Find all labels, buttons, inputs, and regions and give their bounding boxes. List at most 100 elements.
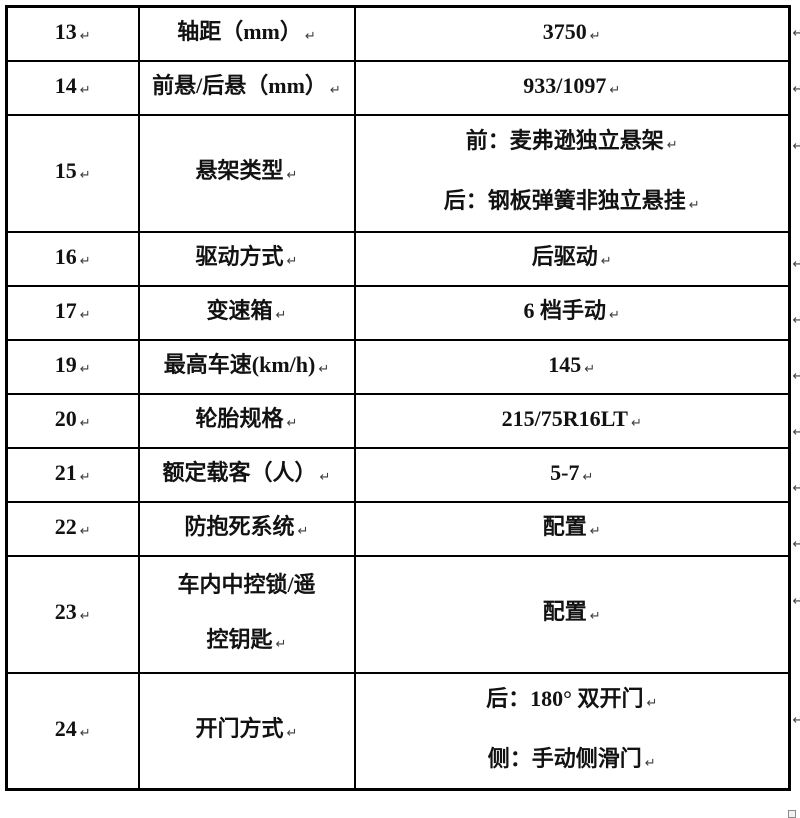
paragraph-mark-icon: ↵ bbox=[600, 253, 612, 269]
cell-text: 20 bbox=[54, 405, 77, 431]
row-number-cell[interactable]: 13 ↵ bbox=[5, 5, 140, 62]
paragraph-mark-icon: ↵ bbox=[286, 253, 298, 269]
row-number-cell[interactable]: 16 ↵ bbox=[5, 230, 140, 287]
cell-text: 变速箱 bbox=[206, 297, 273, 323]
spec-value-cell-content: 前：麦弗逊独立悬架 ↵ 后：钢板弹簧非独立悬挂 ↵ bbox=[356, 126, 789, 220]
spec-label-cell[interactable]: 变速箱 ↵ bbox=[137, 284, 356, 341]
cell-text-line: 轴距（mm） ↵ bbox=[177, 17, 316, 51]
cell-text-line: 后：钢板弹簧非独立悬挂 ↵ bbox=[444, 186, 700, 220]
cell-text: 13 bbox=[54, 18, 77, 44]
spec-value-cell[interactable]: 后：180° 双开门 ↵ 侧：手动侧滑门 ↵ bbox=[353, 671, 791, 791]
spec-label-cell[interactable]: 前悬/后悬（mm） ↵ bbox=[137, 59, 356, 116]
cell-text-line: 933/1097 ↵ bbox=[523, 71, 620, 105]
spec-label-cell[interactable]: 最高车速(km/h) ↵ bbox=[137, 338, 356, 395]
cell-text: 6 档手动 bbox=[523, 297, 607, 323]
spec-label-cell[interactable]: 额定载客（人） ↵ bbox=[137, 446, 356, 503]
cell-text-line: 开门方式 ↵ bbox=[196, 714, 298, 748]
table-row: 17 ↵ 变速箱 ↵ 6 档手动 ↵ bbox=[5, 284, 791, 341]
cell-text-line: 3750 ↵ bbox=[543, 17, 601, 51]
paragraph-mark-icon: ↵ bbox=[286, 415, 298, 431]
spec-value-cell[interactable]: 后驱动 ↵ bbox=[353, 230, 791, 287]
cell-text-line: 6 档手动 ↵ bbox=[524, 296, 620, 330]
paragraph-mark-icon: ↵ bbox=[329, 82, 341, 98]
table-row: 20 ↵ 轮胎规格 ↵ 215/75R16LT ↵ bbox=[5, 392, 791, 449]
cell-text-line: 13 ↵ bbox=[55, 17, 91, 51]
paragraph-mark-icon: ↵ bbox=[79, 523, 91, 539]
spec-value-cell[interactable]: 3750 ↵ bbox=[353, 5, 791, 62]
spec-label-cell[interactable]: 开门方式 ↵ bbox=[137, 671, 356, 791]
row-number-cell[interactable]: 19 ↵ bbox=[5, 338, 140, 395]
cell-text-line: 车内中控锁/遥 bbox=[177, 570, 315, 599]
row-number-cell-content: 16 ↵ bbox=[8, 242, 138, 276]
cell-text-line: 15 ↵ bbox=[55, 156, 91, 190]
paragraph-mark-icon: ↵ bbox=[688, 198, 700, 213]
document-page: 13 ↵ 轴距（mm） ↵ 3750 ↵ 14 ↵ 前悬/后悬（mm） ↵ 933/1097 ↵ 15 ↵… bbox=[5, 5, 800, 818]
spec-value-cell[interactable]: 215/75R16LT ↵ bbox=[353, 392, 791, 449]
spec-value-cell[interactable]: 5-7 ↵ bbox=[353, 446, 791, 503]
paragraph-mark-icon: ↵ bbox=[630, 415, 642, 431]
spec-value-cell[interactable]: 933/1097 ↵ bbox=[353, 59, 791, 116]
spec-label-cell[interactable]: 轮胎规格 ↵ bbox=[137, 392, 356, 449]
paragraph-mark-icon: ↵ bbox=[582, 469, 594, 485]
row-number-cell[interactable]: 17 ↵ bbox=[5, 284, 140, 341]
spec-label-cell[interactable]: 悬架类型 ↵ bbox=[137, 113, 356, 233]
row-end-paragraph-mark-icon: ↵ bbox=[792, 536, 800, 552]
paragraph-mark-icon: ↵ bbox=[609, 307, 620, 323]
table-row: 21 ↵ 额定载客（人） ↵ 5-7 ↵ bbox=[5, 446, 791, 503]
cell-text-line: 17 ↵ bbox=[55, 296, 91, 330]
spec-value-cell-content: 3750 ↵ bbox=[356, 17, 789, 51]
spec-value-cell-content: 6 档手动 ↵ bbox=[356, 296, 789, 330]
table-row: 16 ↵ 驱动方式 ↵ 后驱动 ↵ bbox=[5, 230, 791, 287]
spec-value-cell[interactable]: 145 ↵ bbox=[353, 338, 791, 395]
cell-text: 15 bbox=[54, 158, 77, 183]
row-end-marks: ↵ ↵ ↵ ↵ ↵ ↵ ↵ ↵ ↵ ↵ ↵ bbox=[791, 5, 800, 810]
spec-label-cell[interactable]: 驱动方式 ↵ bbox=[137, 230, 356, 287]
spec-value-cell[interactable]: 配置 ↵ bbox=[353, 554, 791, 674]
spec-value-cell[interactable]: 配置 ↵ bbox=[353, 500, 791, 557]
spec-value-cell-content: 145 ↵ bbox=[356, 350, 789, 384]
cell-text: 悬架类型 bbox=[195, 158, 284, 183]
spec-value-cell-content: 配置 ↵ bbox=[356, 597, 789, 631]
paragraph-mark-icon: ↵ bbox=[589, 609, 601, 624]
cell-text: 145 bbox=[548, 351, 582, 377]
spec-label-cell[interactable]: 轴距（mm） ↵ bbox=[137, 5, 356, 62]
cell-text-line: 后驱动 ↵ bbox=[532, 242, 612, 276]
row-number-cell-content: 14 ↵ bbox=[8, 71, 138, 105]
row-end-paragraph-mark-icon: ↵ bbox=[792, 312, 800, 328]
spec-value-cell-content: 配置 ↵ bbox=[356, 512, 789, 546]
spec-value-cell[interactable]: 前：麦弗逊独立悬架 ↵ 后：钢板弹簧非独立悬挂 ↵ bbox=[353, 113, 791, 233]
spec-table-body: 13 ↵ 轴距（mm） ↵ 3750 ↵ 14 ↵ 前悬/后悬（mm） ↵ 933/1097 ↵ 15 ↵… bbox=[5, 5, 791, 791]
cell-text: 3750 bbox=[542, 18, 587, 44]
paragraph-mark-icon: ↵ bbox=[318, 361, 330, 377]
row-number-cell[interactable]: 14 ↵ bbox=[5, 59, 140, 116]
cell-text: 防抱死系统 bbox=[184, 513, 295, 539]
cell-text-line: 配置 ↵ bbox=[543, 512, 601, 546]
spec-label-cell[interactable]: 防抱死系统 ↵ bbox=[137, 500, 356, 557]
spec-value-cell-content: 后驱动 ↵ bbox=[356, 242, 789, 276]
row-number-cell[interactable]: 22 ↵ bbox=[5, 500, 140, 557]
row-number-cell[interactable]: 20 ↵ bbox=[5, 392, 140, 449]
row-number-cell[interactable]: 21 ↵ bbox=[5, 446, 140, 503]
row-number-cell[interactable]: 15 ↵ bbox=[5, 113, 140, 233]
spec-value-cell[interactable]: 6 档手动 ↵ bbox=[353, 284, 791, 341]
cell-text-line: 24 ↵ bbox=[55, 714, 91, 748]
paragraph-mark-icon: ↵ bbox=[79, 609, 91, 624]
row-number-cell-content: 23 ↵ bbox=[8, 597, 138, 631]
cell-text: 14 bbox=[54, 72, 77, 98]
paragraph-mark-icon: ↵ bbox=[644, 755, 656, 771]
row-number-cell-content: 24 ↵ bbox=[8, 714, 138, 748]
cell-text-line: 后：180° 双开门 ↵ bbox=[486, 684, 657, 718]
cell-text: 驱动方式 bbox=[195, 243, 284, 269]
table-row: 19 ↵ 最高车速(km/h) ↵ 145 ↵ bbox=[5, 338, 791, 395]
row-number-cell[interactable]: 23 ↵ bbox=[5, 554, 140, 674]
cell-text: 轮胎规格 bbox=[195, 405, 284, 431]
cell-text-line: 悬架类型 ↵ bbox=[196, 156, 298, 190]
cell-text: 开门方式 bbox=[195, 715, 284, 741]
spec-label-cell[interactable]: 车内中控锁/遥控钥匙 ↵ bbox=[137, 554, 356, 674]
row-number-cell-content: 22 ↵ bbox=[8, 512, 138, 546]
row-number-cell-content: 19 ↵ bbox=[8, 350, 138, 384]
row-number-cell[interactable]: 24 ↵ bbox=[5, 671, 140, 791]
cell-text: 配置 bbox=[542, 513, 587, 539]
cell-text-line: 控钥匙 ↵ bbox=[207, 625, 287, 659]
table-row: 22 ↵ 防抱死系统 ↵ 配置 ↵ bbox=[5, 500, 791, 557]
